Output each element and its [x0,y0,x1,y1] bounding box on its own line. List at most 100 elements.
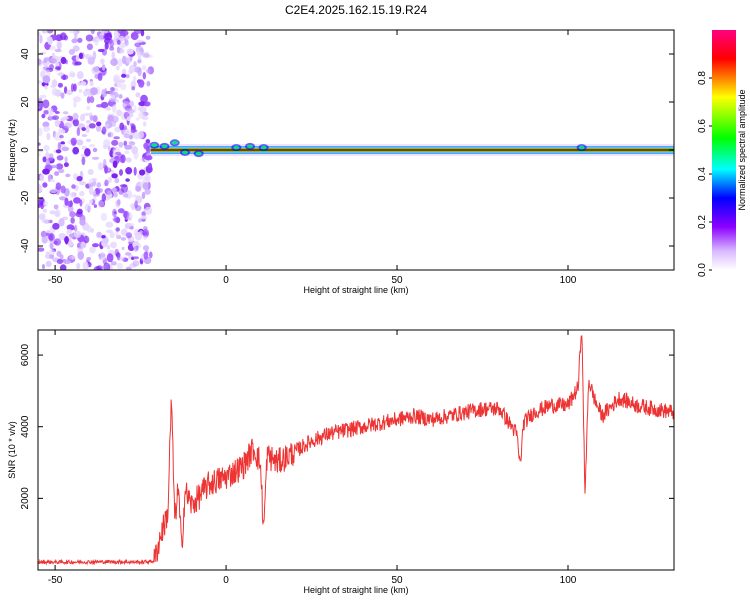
noise-speck [149,251,153,259]
noise-speck [105,106,112,111]
noise-speck [106,245,111,250]
noise-speck [115,99,120,103]
noise-speck [121,246,125,251]
noise-speck [124,150,130,155]
x-tick-label: 50 [391,275,403,286]
noise-speck [142,182,149,190]
noise-speck [118,94,123,99]
noise-speck [116,262,124,270]
noise-speck [81,127,86,132]
noise-speck [142,245,150,251]
noise-speck [60,185,66,194]
noise-speck [145,35,151,40]
noise-speck [125,74,130,79]
y-tick-label: 4000 [20,415,31,438]
noise-speck [63,162,69,168]
snr-xlabel: Height of straight line (km) [303,585,408,595]
noise-speck [110,58,118,66]
spectrogram-axes: -50 0 50 100 -40 -20 0 20 40 [20,30,674,286]
noise-speck [117,30,125,34]
noise-speck [69,233,75,238]
noise-speck [126,116,131,122]
noise-speck [49,210,56,215]
noise-speck [76,262,81,270]
noise-speck [135,185,142,192]
noise-speck [83,90,88,97]
noise-speck [92,66,100,72]
noise-speck [138,218,142,223]
noise-speck [58,168,65,174]
noise-speck [106,253,114,263]
noise-speck [133,150,139,160]
noise-speck [125,252,131,256]
noise-speck [96,104,104,108]
noise-speck [73,230,82,238]
noise-speck [144,174,151,182]
noise-speck [39,34,43,44]
x-tick-label: 100 [560,575,577,586]
noise-speck [59,134,64,139]
noise-speck [41,30,48,34]
noise-speck [109,97,117,103]
noise-speck [86,257,92,261]
noise-speck [80,241,86,249]
y-tick-label: 2000 [20,487,31,510]
colorbar-tick-label: 0.4 [697,167,708,181]
noise-speck [119,184,128,188]
noise-speck [122,193,129,198]
noise-speck [41,236,48,244]
noise-speck [112,104,117,113]
noise-speck [79,190,85,197]
noise-speck [85,138,92,143]
noise-speck [105,123,109,128]
noise-speck [107,131,114,138]
noise-speck [42,200,48,208]
noise-speck [83,112,91,117]
noise-speck [91,177,98,182]
noise-speck [133,245,139,252]
noise-speck [64,156,68,163]
noise-speck [89,81,94,87]
signal-blob-core [260,145,267,150]
colorbar-tick-label: 0.0 [697,263,708,277]
noise-speck [42,156,47,163]
colorbar-axes: 0.0 0.2 0.4 0.6 0.8 [697,71,712,277]
y-tick-label: 40 [20,48,31,60]
noise-speck [104,32,113,41]
noise-speck [43,110,49,115]
noise-speck [87,56,95,65]
noise-speck [63,259,71,265]
noise-speck [78,89,83,93]
noise-speck [114,83,118,87]
noise-speck [39,94,47,99]
noise-speck [84,148,91,157]
noise-speck [49,243,54,250]
noise-speck [125,178,130,182]
y-tick-label: 6000 [20,344,31,367]
noise-speck [121,73,127,78]
colorbar-tick-label: 0.2 [697,215,708,229]
noise-speck [39,173,45,182]
noise-speck [90,87,98,96]
noise-speck [58,218,65,227]
chart-title: C2E4.2025.162.15.19.R24 [285,3,427,17]
noise-speck [143,101,151,107]
noise-speck [115,230,119,237]
noise-speck [145,155,153,161]
noise-speck [51,79,58,88]
noise-speck [53,240,59,245]
noise-speck [81,156,86,166]
noise-speck [110,94,115,99]
noise-speck [51,164,58,169]
noise-speck [74,119,79,125]
noise-speck [43,144,50,152]
noise-speck [42,121,50,128]
noise-speck [120,237,127,241]
noise-speck [63,122,72,129]
noise-speck [117,79,126,83]
noise-speck [43,59,48,64]
noise-speck [96,182,102,188]
noise-speck [132,260,140,267]
noise-speck [38,58,42,66]
noise-speck [81,145,87,150]
